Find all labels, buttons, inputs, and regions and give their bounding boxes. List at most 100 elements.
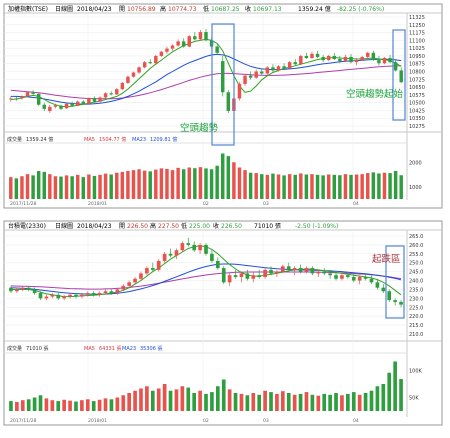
taiex-period: 日線圖 [55,5,73,13]
tsmc-name: 台積電(2330) [8,222,46,230]
candle [363,273,368,281]
candle [192,241,197,253]
candle [91,291,96,297]
candle [233,269,238,279]
price-tick-label: 11250 [409,23,425,29]
candle [321,54,325,63]
candle-body [346,275,350,277]
candle-body [115,289,120,294]
candle [20,95,24,100]
candle [64,102,69,109]
candle-body [20,287,25,290]
tsmc-date-labels: 2017/11/28 2018/01 02 03 04 [10,418,359,424]
date-label: 04 [353,201,359,207]
volume-bar [120,171,125,199]
volume-bar [310,174,314,199]
price-tick-label: 10575 [409,93,425,99]
candle [98,96,102,103]
candle [382,56,387,65]
volume-bar [275,393,279,411]
candle [85,291,90,297]
candle [70,101,74,107]
taiex-gridlines [4,13,407,199]
volume-bar [393,171,398,199]
candle-body [351,276,356,281]
price-tick-label: 220.0 [409,314,423,320]
volume-tick-label: 2000 [409,160,422,166]
date-label: 2018/01 [88,201,107,207]
volume-bar [26,399,31,411]
volume-tick-label: 1000 [409,185,422,191]
volume-bar [232,162,236,199]
volume-bar [371,172,376,199]
volume-bar [198,167,203,199]
volume-bar [328,394,332,411]
volume-bar [299,173,303,199]
candle [53,103,58,109]
volume-bar [131,170,136,199]
candle [181,38,186,48]
tsmc-ma23-label: MA23 [122,346,136,352]
candle [304,266,309,274]
volume-bar [375,386,380,411]
candle [48,104,52,114]
volume-bar [109,174,113,199]
volume-bar [343,174,348,199]
candle-body [326,55,331,61]
tsmc-low-label: 低 [181,222,187,230]
candle-body [187,36,191,47]
candle [198,29,203,41]
volume-bar [38,395,43,411]
price-tick-label: 215.0 [409,323,423,329]
candle-body [387,291,392,301]
volume-bar [15,402,19,411]
candle-body [80,294,84,297]
volume-bar [239,393,244,411]
volume-bar [204,393,208,411]
taiex-volume: 1359.24 億 [298,5,331,13]
candle-body [148,62,152,64]
candle [14,96,19,101]
taiex-annotation-bear-start: 空頭趨勢起始 [346,88,404,100]
date-label: 2017/11/28 [10,201,37,207]
volume-bar [366,173,370,199]
candle [168,248,173,258]
candle-body [126,76,130,83]
taiex-bear-trend-box [211,23,235,146]
volume-bar [321,175,325,199]
volume-bar [115,397,120,411]
volume-bar [97,399,102,411]
volume-bar [81,177,86,199]
volume-bar [150,390,155,411]
candle-body [137,67,141,73]
volume-bar [74,401,78,411]
taiex-volume-bars [9,153,403,199]
tsmc-date: 2018/04/23 [77,223,112,230]
date-label: 03 [263,418,269,424]
candle [275,269,279,277]
volume-bar [286,393,291,411]
candle-body [263,269,267,277]
candle-body [221,268,226,283]
candle [9,285,13,294]
candle-body [198,244,202,251]
candle-body [299,55,303,65]
tsmc-high: 227.50 [158,223,179,230]
candle-body [15,289,19,292]
candle [387,289,392,302]
volume-bar [165,168,169,199]
candle [248,71,253,80]
candle [204,243,208,256]
candle [176,39,180,47]
candle-body [70,103,74,106]
tsmc-vol-label: 成交量 [7,345,22,352]
taiex-change: -82.25 (-0.76%) [337,6,384,13]
candle [31,90,35,95]
candle-body [192,244,197,251]
candle [360,55,364,62]
tsmc-drop-zone-box [385,245,405,319]
volume-bar [293,174,297,199]
candle-body [377,60,381,64]
price-tick-label: 210.0 [409,332,423,338]
